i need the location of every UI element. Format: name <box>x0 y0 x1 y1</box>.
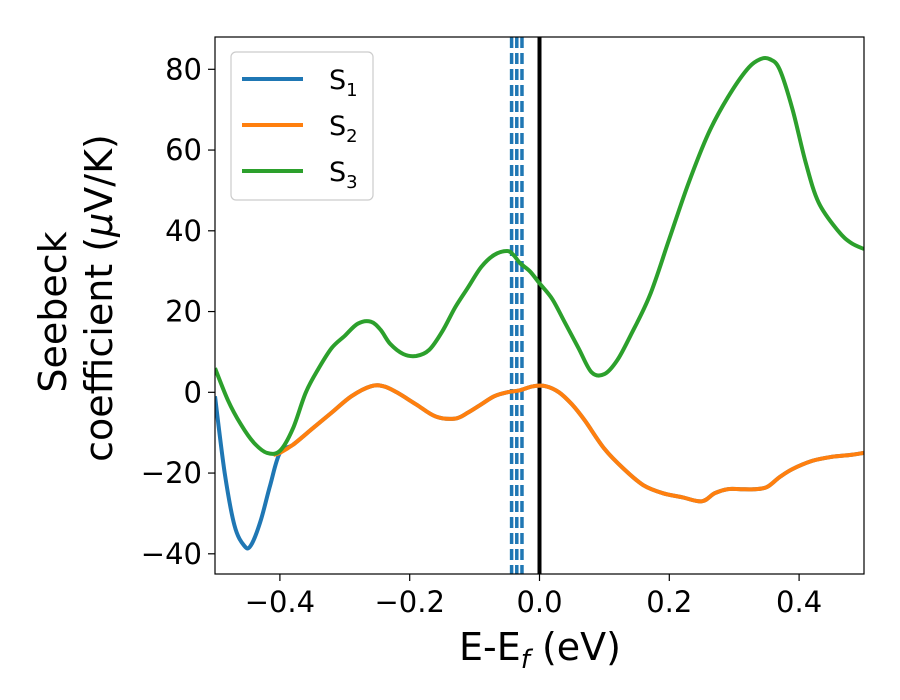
y-tick-label: 0 <box>184 375 202 409</box>
y-tick-label: −20 <box>141 456 202 490</box>
legend-label-s2: S2 <box>329 111 358 147</box>
y-axis-label-line2: coefficient (μV/K) <box>77 134 121 462</box>
y-axis-label-line1: Seebeck <box>31 231 75 392</box>
y-tick-label: 20 <box>165 295 202 329</box>
legend: S1 S2 S3 <box>230 51 374 201</box>
x-axis-label: E-Ef (eV) <box>459 625 621 675</box>
y-axis-label-prefix: coefficient ( <box>77 237 121 462</box>
series-lines <box>215 55 864 551</box>
x-tick-label: −0.2 <box>374 585 444 619</box>
x-tick-label: 0.2 <box>646 585 692 619</box>
y-tick-label: 60 <box>165 133 202 167</box>
series-line-s3 <box>215 55 864 456</box>
x-axis-label-main: E-E <box>459 625 521 669</box>
y-tick-label: 40 <box>165 214 202 248</box>
reference-lines <box>509 37 542 574</box>
legend-label-s3: S3 <box>329 157 358 193</box>
y-tick-label: 80 <box>165 52 202 86</box>
x-tick-label: 0.4 <box>776 585 822 619</box>
series-line-s2 <box>272 383 864 504</box>
x-axis-label-tail: (eV) <box>530 625 621 669</box>
x-tick-label: 0.0 <box>516 585 562 619</box>
y-axis-label: Seebeck coefficient (μV/K) <box>31 134 121 462</box>
x-tick-label: −0.4 <box>245 585 315 619</box>
y-axis-ticks: −40 −20 0 20 40 60 80 <box>141 52 215 571</box>
legend-label-s1: S1 <box>329 65 358 101</box>
y-tick-label: −40 <box>141 537 202 571</box>
y-axis-label-suffix: V/K) <box>77 134 121 213</box>
x-axis-ticks: −0.4 −0.2 0.0 0.2 0.4 <box>245 574 822 619</box>
y-axis-label-mu: μ <box>77 213 121 238</box>
